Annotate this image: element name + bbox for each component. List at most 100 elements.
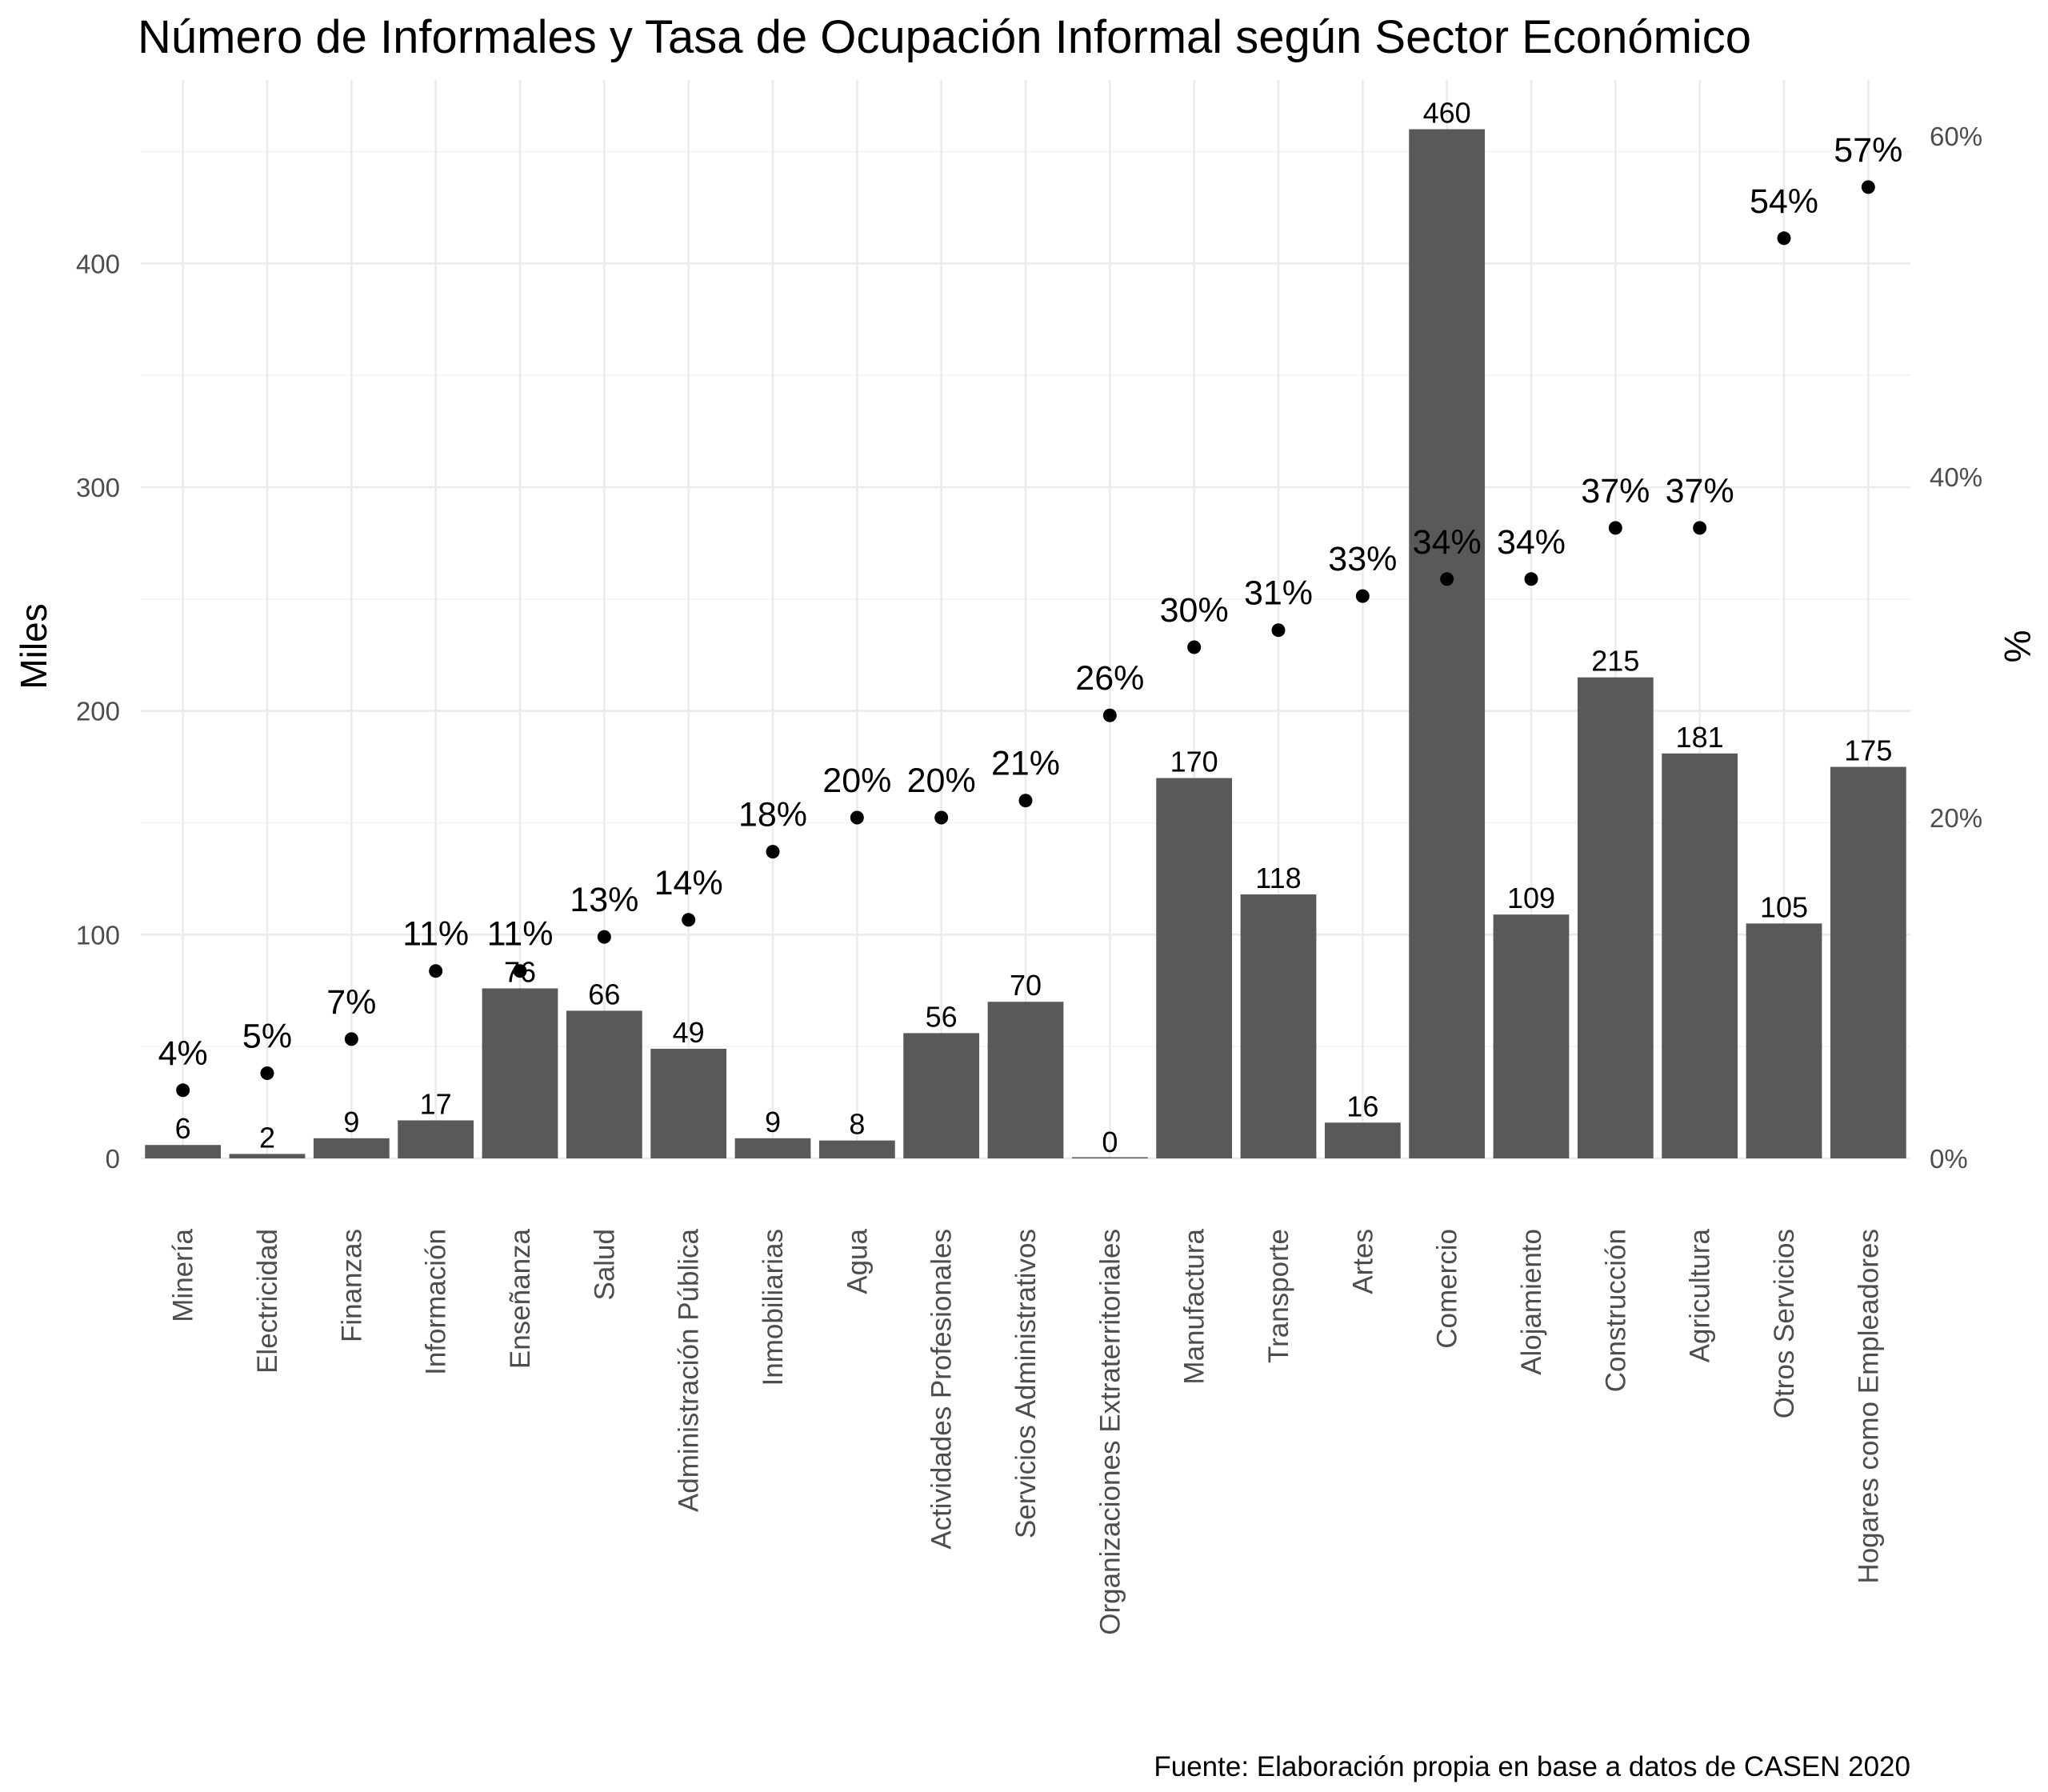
y-tick-label: 0 [106, 1144, 120, 1174]
bar-value-label: 175 [1844, 734, 1892, 767]
y2-axis-title: % [1997, 630, 2038, 663]
rate-point [1440, 572, 1454, 586]
bar [1577, 677, 1654, 1158]
rate-value-labels: 4% 5% 7% 11% 11% 13% 14% 18% 20% 20% 21% 26% 30% 31% 3… [158, 131, 1903, 1073]
rate-point [260, 1066, 274, 1080]
x-category-label: Transporte [1263, 1229, 1294, 1363]
bar-value-label: 118 [1255, 862, 1301, 894]
rate-point [1271, 623, 1286, 638]
rate-value-label: 37% [1581, 472, 1650, 510]
x-category-label: Finanzas [336, 1229, 367, 1342]
rate-value-label: 13% [570, 881, 638, 919]
rate-point [1102, 708, 1117, 722]
rate-point [1777, 231, 1791, 246]
bar-value-label: 56 [926, 1000, 958, 1033]
bar-value-label: 9 [343, 1106, 359, 1138]
bar [482, 988, 558, 1158]
source-caption: Fuente: Elaboración propia en base a dat… [1154, 1751, 1910, 1782]
x-category-label: Agua [842, 1228, 873, 1294]
x-category-label: Enseñanza [505, 1228, 536, 1369]
y2-tick-label: 40% [1930, 462, 1982, 492]
bar-value-label: 460 [1423, 97, 1471, 130]
rate-value-label: 14% [654, 864, 723, 902]
rate-value-label: 57% [1834, 131, 1902, 170]
bar-value-label: 170 [1170, 746, 1218, 778]
bar [650, 1048, 727, 1158]
y2-tick-label: 0% [1930, 1144, 1968, 1174]
bar-value-label: 0 [1102, 1126, 1118, 1158]
x-category-label: Comercio [1432, 1229, 1463, 1349]
rate-value-label: 7% [326, 983, 376, 1022]
bar-value-label: 6 [175, 1112, 191, 1145]
bar-value-label: 105 [1760, 890, 1808, 923]
y-tick-label: 100 [76, 920, 120, 950]
rate-point [344, 1032, 358, 1046]
rate-point [766, 845, 780, 859]
rate-point [1608, 521, 1622, 535]
bar [398, 1120, 474, 1158]
rate-value-label: 33% [1328, 540, 1397, 578]
x-category-label: Agricultura [1685, 1228, 1716, 1362]
bar [818, 1140, 895, 1158]
bar [1071, 1157, 1148, 1158]
rate-point [1355, 589, 1370, 603]
rate-value-label: 54% [1750, 182, 1818, 221]
x-category-label: Administración Pública [674, 1228, 705, 1512]
rate-value-label: 20% [822, 762, 891, 800]
x-axis-category-labels: Minería Electricidad Finanzas Información En… [168, 1228, 1885, 1634]
bar-value-label: 49 [673, 1016, 705, 1049]
x-category-label: Organizaciones Extraterritoriales [1094, 1229, 1126, 1635]
rate-value-label: 37% [1666, 472, 1734, 510]
rate-point [1693, 521, 1707, 535]
bar [1409, 129, 1486, 1158]
rate-point [682, 913, 696, 927]
rate-value-label: 20% [907, 762, 976, 800]
rate-point [934, 810, 949, 825]
rate-value-label: 34% [1497, 523, 1566, 562]
bar-value-label: 66 [588, 978, 620, 1010]
gridlines [141, 80, 1910, 1160]
y-axis-left-ticks: 0 100 200 300 400 [76, 249, 120, 1174]
bar [229, 1154, 306, 1158]
bar-value-label: 2 [259, 1121, 275, 1154]
rate-value-label: 26% [1075, 659, 1144, 698]
x-category-label: Manufactura [1179, 1228, 1210, 1384]
bar [1156, 778, 1233, 1158]
bar-series [145, 129, 1906, 1158]
bar [313, 1138, 390, 1158]
y-tick-label: 400 [76, 249, 120, 278]
rate-value-label: 11% [402, 915, 469, 954]
rate-value-label: 30% [1160, 591, 1229, 630]
rate-point [850, 810, 864, 825]
bar [987, 1002, 1064, 1158]
rate-point-series [176, 180, 1875, 1098]
rate-point [176, 1083, 190, 1098]
rate-value-label: 4% [158, 1034, 208, 1073]
x-category-label: Artes [1347, 1229, 1378, 1294]
chart-title: Número de Informales y Tasa de Ocupación… [138, 11, 1751, 63]
bar-value-label: 70 [1010, 969, 1042, 1002]
rate-value-label: 5% [242, 1018, 292, 1056]
y-tick-label: 200 [76, 697, 120, 726]
x-category-label: Servicios Administrativos [1010, 1229, 1042, 1538]
bar-value-label: 8 [849, 1108, 865, 1141]
bar-value-label: 16 [1346, 1090, 1378, 1122]
bar [903, 1033, 980, 1158]
bar [566, 1010, 642, 1158]
y2-tick-label: 20% [1930, 803, 1982, 833]
rate-point [1524, 572, 1538, 586]
bar [1662, 753, 1738, 1158]
x-category-label: Hogares como Empleadores [1853, 1229, 1884, 1584]
x-category-label: Construcción [1600, 1229, 1631, 1392]
x-category-label: Inmobiliarias [758, 1229, 789, 1386]
bar [1830, 766, 1906, 1158]
bar-value-label: 9 [765, 1106, 781, 1138]
y-axis-title: Miles [13, 603, 54, 689]
bar [1324, 1122, 1401, 1158]
bar [1746, 923, 1822, 1158]
rate-value-label: 18% [738, 796, 807, 834]
bar-value-label: 215 [1591, 645, 1639, 678]
bar-value-label: 109 [1507, 882, 1555, 914]
bar-value-labels: 6291776664998567001701181646010921518110… [175, 97, 1893, 1158]
